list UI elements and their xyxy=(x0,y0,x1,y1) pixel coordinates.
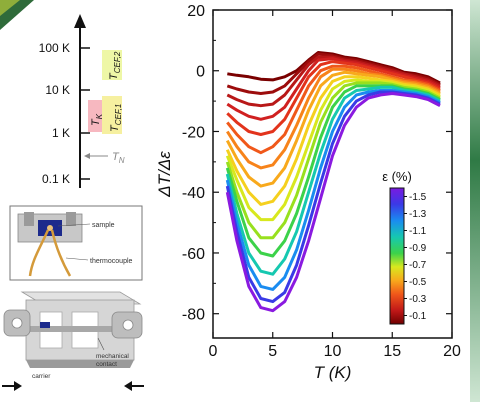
tick-label-1k: 1 K xyxy=(52,126,70,140)
scale-arrow-head xyxy=(74,14,86,28)
y-tick-label-4: -60 xyxy=(182,246,205,263)
carrier-panel: mechanical contact carrier xyxy=(2,291,144,391)
y-axis-label: ΔT/Δε xyxy=(155,151,174,198)
sample-pointer xyxy=(57,223,91,227)
tick-label-0p1k: 0.1 K xyxy=(42,172,70,186)
clamp-left-post xyxy=(24,212,34,226)
strain-arrow-left-head xyxy=(14,381,22,391)
thermocouple-junction xyxy=(47,225,53,231)
tcef2-label: TCEF,2 xyxy=(108,51,122,80)
temperature-scale-panel: 100 K 10 K 1 K 0.1 K TCEF,2 TCEF,1 TK TN xyxy=(39,14,125,188)
contact-pointer xyxy=(97,337,105,351)
x-tick-label-3: 15 xyxy=(383,343,401,360)
clamp-right-post xyxy=(66,212,76,226)
colorbar-tick-label-0: -1.5 xyxy=(409,192,427,203)
carrier-base xyxy=(26,360,134,368)
series-line-10 xyxy=(225,81,441,240)
carrier-right-hole xyxy=(122,319,134,331)
strain-arrow-right-head xyxy=(124,381,132,391)
colorbar-tick-label-5: -0.5 xyxy=(409,277,427,288)
right-edge-strip xyxy=(470,0,480,402)
strain-chart: 0 5 10 15 20 20 0 -20 -40 -60 -80 T (K) ΔT/Δε ε (%) -… xyxy=(155,3,461,382)
carrier-crossbar xyxy=(30,326,130,332)
left-panels: 100 K 10 K 1 K 0.1 K TCEF,2 TCEF,1 TK TN xyxy=(2,14,144,391)
sample-label: sample xyxy=(92,222,115,229)
x-tick-label-4: 20 xyxy=(443,343,461,360)
carrier-left-hole xyxy=(11,317,23,329)
colorbar xyxy=(389,187,405,325)
green-corner-decoration xyxy=(0,0,34,30)
carrier-sample xyxy=(40,322,50,328)
tk-band xyxy=(88,100,102,132)
colorbar-tick-label-1: -1.3 xyxy=(409,209,427,220)
colorbar-tick-label-6: -0.3 xyxy=(409,294,427,305)
chart-series-group xyxy=(225,51,441,313)
setup-panel: sample thermocouple xyxy=(9,205,143,281)
x-tick-label-2: 10 xyxy=(324,343,342,360)
tick-label-10k: 10 K xyxy=(45,83,70,97)
tcef2-band xyxy=(102,50,122,80)
series-line-4 xyxy=(226,60,441,136)
tk-label: TK xyxy=(90,113,104,126)
y-tick-label-0: 20 xyxy=(187,3,205,20)
y-tick-label-3: -40 xyxy=(182,185,205,202)
tick-label-100k: 100 K xyxy=(39,41,70,55)
series-line-15 xyxy=(225,92,441,313)
colorbar-tick-label-2: -1.1 xyxy=(409,226,427,237)
y-tick-label-1: 0 xyxy=(196,64,205,81)
x-tick-label-0: 0 xyxy=(209,343,218,360)
tcef1-label: TCEF,1 xyxy=(109,104,123,132)
y-tick-label-5: -80 xyxy=(182,307,205,324)
y-tick-label-2: -20 xyxy=(182,124,205,141)
colorbar-tick-label-4: -0.7 xyxy=(409,260,427,271)
thermocouple-wire-left xyxy=(28,229,50,277)
tn-label: TN xyxy=(112,151,125,165)
x-tick-label-1: 5 xyxy=(268,343,277,360)
mechanical-contact-label-line2: contact xyxy=(96,361,117,368)
colorbar-title: ε (%) xyxy=(382,169,412,184)
tcef1-band xyxy=(102,96,122,134)
colorbar-tick-label-7: -0.1 xyxy=(409,311,427,322)
carrier-label: carrier xyxy=(32,373,51,380)
tn-arrow-head xyxy=(84,153,90,159)
colorbar-tick-label-3: -0.9 xyxy=(409,243,427,254)
thermocouple-wire-right xyxy=(50,229,72,277)
mechanical-contact-label-line1: mechanical xyxy=(96,353,129,360)
thermocouple-label: thermocouple xyxy=(90,258,133,265)
caption-fragment xyxy=(0,392,470,402)
chart-colorbar-group: ε (%) -1.5 -1.3 -1.1 -0.9 -0.7 -0.5 -0.3 -0.1 xyxy=(382,169,427,325)
x-axis-label: T (K) xyxy=(314,363,352,382)
chart-axes-group: 0 5 10 15 20 20 0 -20 -40 -60 -80 T (K) ΔT/Δε xyxy=(155,3,461,382)
thermocouple-pointer xyxy=(65,257,89,261)
